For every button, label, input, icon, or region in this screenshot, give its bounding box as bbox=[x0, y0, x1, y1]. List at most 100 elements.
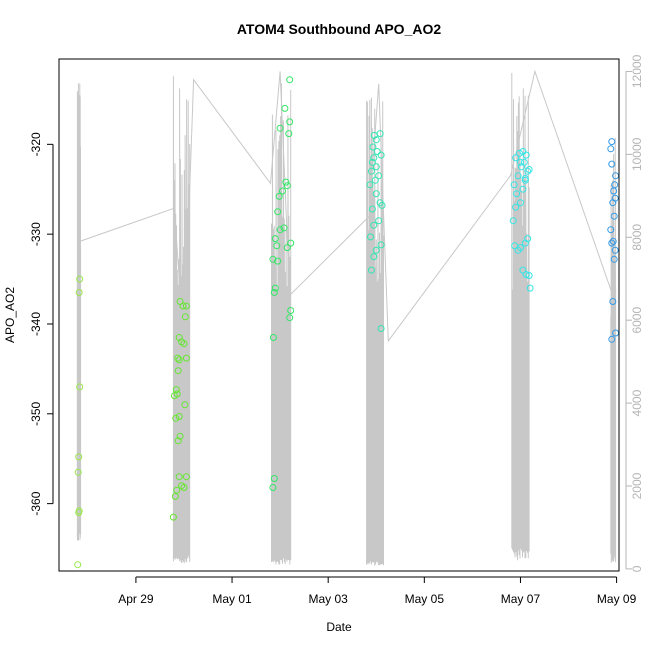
y-tick-label: -330 bbox=[29, 222, 43, 246]
data-point bbox=[607, 145, 615, 153]
data-point bbox=[173, 486, 181, 494]
x-axis: Apr 29 May 01 May 03 May 05 May 07 May 09 bbox=[118, 576, 637, 606]
x-axis-label: Date bbox=[326, 620, 352, 634]
data-point bbox=[368, 205, 376, 213]
data-point bbox=[182, 473, 190, 481]
data-point bbox=[611, 246, 619, 254]
y-tick-label: -320 bbox=[29, 132, 43, 156]
data-point bbox=[269, 484, 277, 491]
data-point bbox=[608, 138, 616, 146]
data-point bbox=[174, 437, 182, 445]
data-point bbox=[173, 390, 181, 398]
data-point bbox=[511, 242, 519, 250]
y-axis: -360 -350 -340 -330 -320 bbox=[29, 132, 54, 516]
data-point bbox=[370, 221, 378, 229]
x-tick-label: May 01 bbox=[212, 592, 252, 606]
data-point bbox=[607, 226, 615, 234]
data-point bbox=[512, 154, 520, 162]
data-point bbox=[175, 334, 183, 341]
data-point bbox=[287, 239, 295, 247]
data-point bbox=[608, 160, 616, 168]
data-point bbox=[275, 192, 283, 200]
data-point bbox=[524, 167, 532, 175]
x-tick-label: Apr 29 bbox=[118, 592, 154, 606]
data-point bbox=[608, 239, 616, 247]
data-point bbox=[371, 176, 379, 184]
data-point bbox=[287, 307, 295, 314]
data-point bbox=[373, 148, 381, 155]
data-point bbox=[609, 237, 617, 245]
data-point bbox=[74, 468, 82, 476]
data-point bbox=[611, 181, 619, 189]
data-point bbox=[180, 484, 188, 491]
data-point bbox=[74, 561, 82, 569]
data-point bbox=[378, 201, 386, 209]
altitude-profile-flight-1 bbox=[76, 83, 82, 541]
data-point bbox=[76, 383, 84, 391]
data-point bbox=[182, 302, 190, 310]
data-point bbox=[370, 131, 378, 139]
data-point bbox=[283, 182, 291, 190]
data-point bbox=[611, 194, 619, 202]
data-point bbox=[521, 175, 529, 182]
data-point bbox=[171, 492, 179, 500]
data-point bbox=[377, 151, 385, 159]
altitude-profile-flight-3 bbox=[271, 83, 292, 565]
altitude-profile-flight-4 bbox=[366, 97, 384, 566]
data-point bbox=[175, 356, 183, 364]
data-point bbox=[369, 143, 377, 151]
altitude-profile-flight-2 bbox=[172, 76, 191, 564]
data-point bbox=[524, 235, 532, 243]
points-layer bbox=[74, 76, 620, 569]
y-axis-label: APO_AO2 bbox=[3, 287, 17, 343]
data-point bbox=[76, 275, 84, 283]
data-point bbox=[609, 298, 617, 305]
y2-tick-label: 6000 bbox=[630, 307, 644, 334]
y-tick-label: -340 bbox=[29, 312, 43, 336]
data-point bbox=[172, 386, 180, 394]
data-point bbox=[370, 154, 378, 162]
data-point bbox=[375, 217, 383, 225]
y-tick-label: -360 bbox=[29, 491, 43, 515]
data-point bbox=[286, 118, 294, 126]
x-tick-label: May 07 bbox=[501, 592, 541, 606]
data-point bbox=[516, 149, 523, 157]
data-point bbox=[519, 266, 527, 274]
data-point bbox=[526, 284, 534, 292]
data-point bbox=[610, 212, 618, 220]
data-point bbox=[525, 166, 533, 173]
data-point bbox=[513, 190, 521, 198]
data-point bbox=[174, 354, 182, 362]
data-point bbox=[174, 367, 182, 375]
data-point bbox=[519, 148, 527, 155]
data-point bbox=[372, 190, 380, 198]
y2-axis: 0 2000 4000 6000 8000 10000 12000 bbox=[625, 54, 644, 572]
data-point bbox=[75, 289, 83, 296]
data-point bbox=[75, 507, 83, 515]
data-point bbox=[271, 284, 279, 292]
x-tick-label: May 03 bbox=[309, 592, 349, 606]
data-point bbox=[366, 181, 374, 189]
data-point bbox=[279, 187, 286, 195]
data-point bbox=[377, 325, 385, 332]
data-point bbox=[372, 163, 380, 171]
data-point bbox=[274, 257, 282, 265]
altitude-profile-flight-5 bbox=[511, 72, 530, 561]
data-point bbox=[375, 172, 383, 180]
data-point bbox=[280, 224, 288, 232]
y2-tick-label: 8000 bbox=[630, 224, 644, 251]
data-point bbox=[372, 136, 380, 144]
data-point bbox=[286, 314, 294, 322]
data-point bbox=[172, 414, 180, 422]
data-point bbox=[512, 203, 520, 211]
data-point bbox=[282, 178, 290, 186]
x-tick-label: May 05 bbox=[405, 592, 445, 606]
data-point bbox=[169, 513, 177, 521]
data-point bbox=[180, 340, 188, 348]
data-point bbox=[522, 271, 530, 279]
chart-title: ATOM4 Southbound APO_AO2 bbox=[237, 21, 442, 37]
data-point bbox=[270, 289, 278, 296]
data-point bbox=[367, 266, 375, 274]
data-point bbox=[274, 208, 282, 216]
